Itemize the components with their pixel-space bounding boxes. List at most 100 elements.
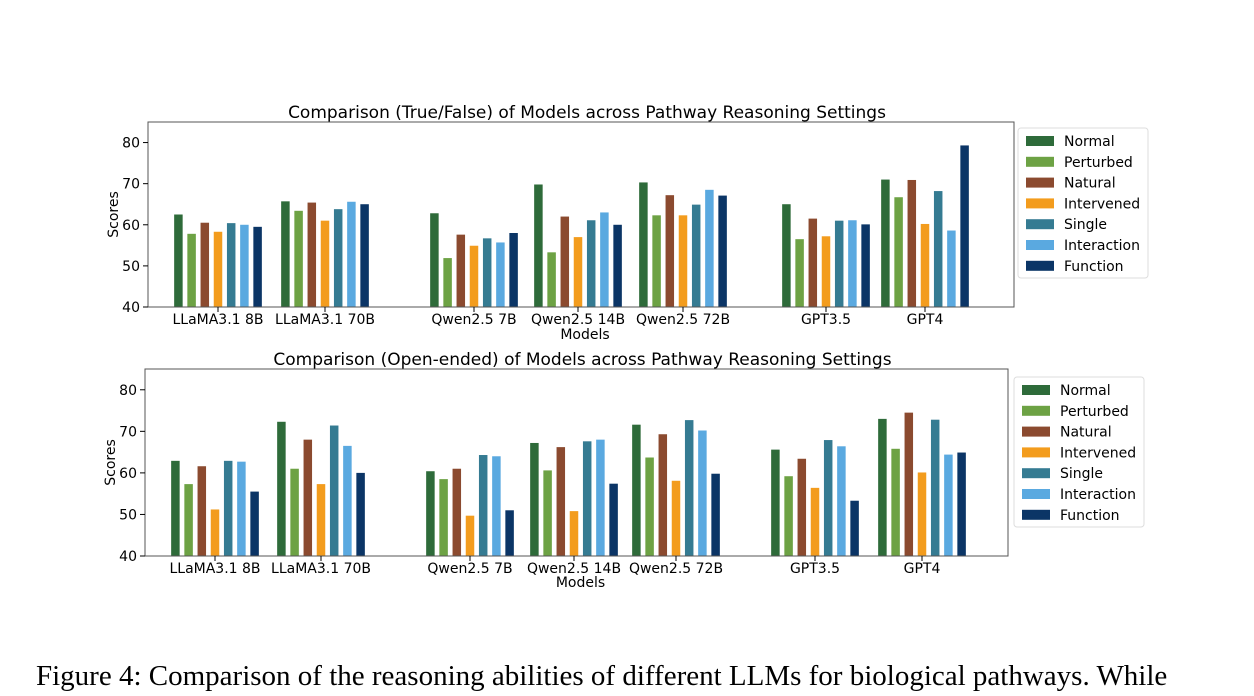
x-tick-label: Qwen2.5 72B — [629, 561, 723, 577]
plot-frame — [147, 121, 1015, 308]
bar-single-2 — [478, 455, 488, 556]
legend-swatch-single — [1026, 219, 1054, 230]
bar-interaction-6 — [944, 454, 953, 556]
y-axis-label: Scores — [106, 191, 122, 238]
chart-title: Comparison (Open-ended) of Models across… — [273, 350, 891, 370]
bar-interaction-5 — [848, 220, 857, 307]
bar-single-0 — [226, 223, 236, 307]
legend-label-function: Function — [1064, 259, 1124, 275]
figure-caption: Figure 4: Comparison of the reasoning ab… — [36, 660, 1168, 692]
bar-normal-5 — [771, 449, 780, 556]
bar-function-4 — [711, 473, 720, 556]
bar-intervened-1 — [316, 484, 326, 556]
bar-natural-5 — [797, 458, 807, 556]
bar-normal-6 — [881, 179, 890, 307]
y-tick-label: 70 — [119, 424, 137, 440]
legend-label-interaction: Interaction — [1060, 487, 1136, 503]
legend: Normal Perturbed Natural Intervened Single In… — [1017, 127, 1149, 279]
bar-intervened-3 — [573, 237, 583, 307]
bar-natural-1 — [307, 202, 317, 307]
bar-normal-6 — [878, 418, 887, 556]
bar-interaction-3 — [600, 212, 609, 307]
x-axis-label: Models — [560, 327, 609, 343]
y-tick-label: 60 — [119, 466, 137, 482]
bar-function-1 — [356, 472, 365, 556]
y-tick-label: 40 — [119, 549, 137, 565]
bar-intervened-0 — [210, 509, 220, 556]
bar-natural-4 — [658, 434, 668, 556]
bar-normal-4 — [639, 182, 648, 307]
x-tick-label: LLaMA3.1 70B — [275, 312, 375, 328]
y-tick-label: 40 — [122, 300, 140, 316]
bar-interaction-0 — [237, 461, 246, 556]
x-tick-label: GPT4 — [907, 312, 944, 328]
y-tick-label: 50 — [119, 507, 137, 523]
bar-intervened-2 — [469, 245, 479, 307]
bar-single-3 — [582, 441, 592, 556]
legend-label-perturbed: Perturbed — [1060, 404, 1129, 420]
x-tick-label: GPT3.5 — [801, 312, 851, 328]
bar-single-3 — [586, 220, 596, 307]
bar-natural-6 — [904, 412, 914, 556]
y-tick-label: 80 — [119, 383, 137, 399]
legend-swatch-normal — [1022, 385, 1050, 395]
bar-perturbed-4 — [652, 215, 661, 307]
legend-label-single: Single — [1064, 217, 1107, 233]
bar-interaction-4 — [705, 189, 714, 307]
bar-interaction-3 — [596, 439, 605, 556]
legend-swatch-perturbed — [1022, 405, 1050, 416]
y-tick-label: 60 — [122, 218, 140, 234]
x-tick-label: LLaMA3.1 8B — [172, 312, 263, 328]
bar-normal-0 — [171, 460, 180, 556]
x-tick-label: Qwen2.5 7B — [431, 312, 516, 328]
bar-perturbed-6 — [894, 197, 903, 307]
legend-label-intervened: Intervened — [1064, 196, 1140, 212]
legend-swatch-interaction — [1026, 240, 1054, 250]
x-axis-label: Models — [556, 575, 605, 591]
bar-normal-1 — [277, 421, 286, 556]
legend-swatch-intervened — [1026, 198, 1054, 209]
bar-normal-1 — [281, 201, 290, 307]
bar-perturbed-4 — [645, 457, 654, 556]
legend-swatch-perturbed — [1026, 156, 1054, 167]
bar-function-5 — [861, 224, 870, 307]
bar-function-3 — [613, 224, 622, 307]
legend-label-single: Single — [1060, 466, 1103, 482]
x-tick-label: Qwen2.5 14B — [527, 561, 621, 577]
bar-function-3 — [609, 483, 618, 556]
chart-1: Comparison (True/False) of Models across… — [106, 103, 1149, 343]
bar-function-0 — [250, 491, 259, 556]
legend-swatch-normal — [1026, 136, 1054, 146]
x-tick-label: GPT3.5 — [790, 561, 840, 577]
bar-function-0 — [253, 226, 262, 307]
bar-intervened-5 — [821, 236, 831, 307]
legend-label-perturbed: Perturbed — [1064, 155, 1133, 171]
bar-interaction-1 — [343, 445, 352, 556]
chart-2: Comparison (Open-ended) of Models across… — [103, 350, 1145, 591]
y-tick-label: 50 — [122, 259, 140, 275]
bar-interaction-6 — [947, 230, 956, 307]
bar-single-1 — [333, 209, 343, 307]
bar-perturbed-2 — [443, 258, 452, 307]
legend-label-normal: Normal — [1060, 383, 1111, 399]
bar-single-4 — [691, 204, 701, 307]
legend-swatch-function — [1022, 509, 1050, 520]
bar-normal-3 — [534, 184, 543, 307]
x-tick-label: LLaMA3.1 8B — [169, 561, 260, 577]
bar-single-5 — [834, 220, 844, 307]
bar-intervened-2 — [465, 515, 475, 556]
bar-interaction-2 — [496, 242, 505, 307]
bar-natural-3 — [560, 216, 570, 307]
charts-canvas: Comparison (True/False) of Models across… — [103, 103, 1149, 591]
x-tick-label: Qwen2.5 72B — [636, 312, 730, 328]
bar-single-4 — [684, 420, 694, 556]
bar-natural-0 — [197, 466, 207, 556]
x-tick-label: GPT4 — [904, 561, 941, 577]
bar-intervened-6 — [917, 472, 927, 556]
bar-intervened-5 — [810, 487, 820, 556]
legend-swatch-function — [1026, 260, 1054, 271]
bar-intervened-3 — [569, 511, 579, 556]
bar-interaction-5 — [837, 446, 846, 556]
bar-single-5 — [823, 440, 833, 556]
